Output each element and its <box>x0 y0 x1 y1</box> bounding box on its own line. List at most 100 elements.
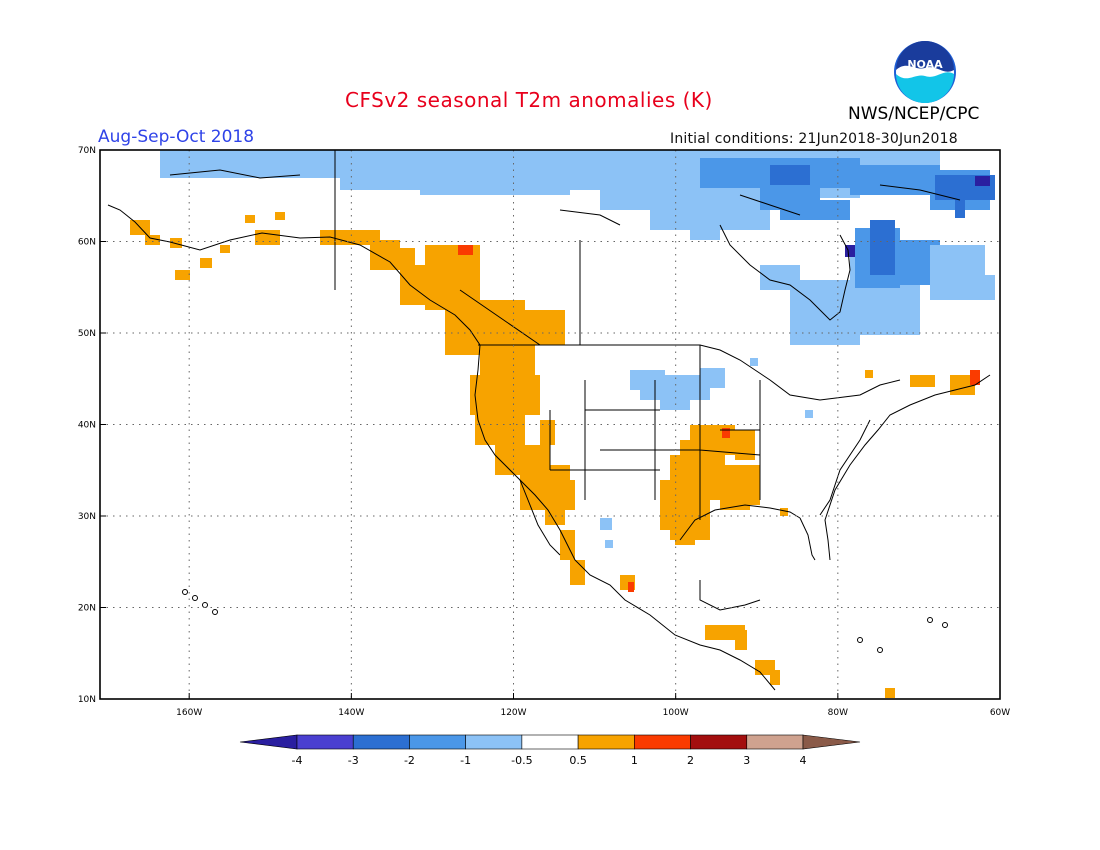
svg-text:NOAA: NOAA <box>907 58 943 71</box>
cool-anomaly-cell <box>960 275 995 300</box>
colorbar-label: 0.5 <box>569 754 587 767</box>
cool-anomaly-cell <box>975 176 990 186</box>
warm-anomaly-cell <box>425 245 480 310</box>
coastline-path <box>679 419 871 611</box>
island <box>877 647 883 653</box>
cool-anomaly-cell <box>750 358 758 366</box>
lat-tick-label: 40N <box>78 421 96 431</box>
warm-anomaly-cell <box>255 230 280 245</box>
warm-anomaly-cell <box>865 370 873 378</box>
warm-anomaly-cell <box>722 428 730 438</box>
colorbar-label: -1 <box>460 754 471 767</box>
colorbar-left-arrow <box>239 734 298 750</box>
coastline-path <box>107 204 776 691</box>
warm-anomaly-cell <box>735 630 747 650</box>
island <box>857 637 863 643</box>
cool-anomaly-cell <box>870 220 895 275</box>
anomaly-cells <box>130 150 995 698</box>
cool-anomaly-cell <box>660 395 690 410</box>
warm-anomaly-cell <box>885 688 895 698</box>
warm-anomaly-cell <box>780 508 788 516</box>
coastline-path <box>719 224 851 321</box>
coastline-path <box>824 374 991 561</box>
warm-anomaly-cell <box>480 340 535 380</box>
agency-label: NWS/NCEP/CPC <box>848 104 980 124</box>
lat-tick-label: 10N <box>78 695 96 705</box>
colorbar-label: 1 <box>631 754 638 767</box>
lat-tick-label: 70N <box>78 146 96 156</box>
warm-anomaly-cell <box>770 670 780 685</box>
cool-anomaly-cell <box>700 368 725 388</box>
warm-anomaly-cell <box>275 212 285 220</box>
warm-anomaly-cell <box>530 460 550 475</box>
coastlines <box>107 150 991 691</box>
warm-anomaly-cell <box>470 310 565 345</box>
warm-anomaly-cell <box>458 245 473 255</box>
cool-anomaly-cell <box>770 165 810 185</box>
cool-anomaly-cell <box>690 220 720 240</box>
colorbar-right-arrow <box>802 734 861 750</box>
warm-anomaly-cell <box>395 248 415 268</box>
coastline-path <box>478 344 901 401</box>
warm-anomaly-cell <box>470 375 540 415</box>
lat-tick-label: 20N <box>78 604 96 614</box>
colorbar-segment <box>521 734 579 750</box>
lon-tick-label: 100W <box>663 708 689 718</box>
lat-tick-label: 60N <box>78 238 96 248</box>
coastline-path <box>169 169 961 226</box>
season-label: Aug-Sep-Oct 2018 <box>98 127 255 147</box>
lat-tick-label: 50N <box>78 329 96 339</box>
colorbar-label: -3 <box>348 754 359 767</box>
colorbar-label: 3 <box>743 754 750 767</box>
warm-anomaly-cell <box>675 535 695 545</box>
cool-anomaly-cell <box>605 540 613 548</box>
latitude-ticks: 10N 20N 30N 40N 50N 60N 70N <box>78 146 106 705</box>
cool-anomaly-cell <box>850 165 940 195</box>
longitude-ticks: 160W 140W 120W 100W 80W 60W <box>176 693 1010 718</box>
island <box>942 622 948 628</box>
colorbar-segment <box>577 734 635 750</box>
colorbar-label: -4 <box>292 754 303 767</box>
colorbar-segment <box>352 734 410 750</box>
coastline-path <box>549 345 761 520</box>
warm-anomaly-cell <box>475 410 525 445</box>
initial-conditions-label: Initial conditions: 21Jun2018-30Jun2018 <box>670 131 958 147</box>
coastline-path <box>334 150 581 346</box>
colorbar-segment <box>634 734 691 750</box>
cool-anomaly-cell <box>955 200 965 218</box>
warm-anomaly-cell <box>970 370 980 385</box>
warm-anomaly-cell <box>200 258 212 268</box>
warm-anomaly-cell <box>735 430 755 460</box>
warm-anomaly-cell <box>910 375 935 387</box>
colorbar-segment <box>409 734 466 750</box>
lon-tick-label: 80W <box>828 708 848 718</box>
warm-anomaly-cell <box>245 215 255 223</box>
colorbar-label: -2 <box>404 754 415 767</box>
cool-anomaly-cell <box>790 280 860 345</box>
warm-anomaly-cell <box>220 245 230 253</box>
lon-tick-label: 60W <box>990 708 1010 718</box>
noaa-logo: NOAA <box>894 41 956 103</box>
cool-anomaly-cell <box>805 410 813 418</box>
island <box>182 589 188 595</box>
warm-anomaly-cell <box>145 235 160 245</box>
warm-anomaly-cell <box>745 490 755 505</box>
colorbar-label: 2 <box>687 754 694 767</box>
colorbar-label: 4 <box>800 754 807 767</box>
warm-anomaly-cell <box>170 238 182 248</box>
colorbar-label: -0.5 <box>511 754 532 767</box>
lon-tick-label: 160W <box>176 708 202 718</box>
island <box>192 595 198 601</box>
lat-tick-label: 30N <box>78 512 96 522</box>
colorbar-segment <box>690 734 748 750</box>
cool-anomaly-cell <box>845 245 855 257</box>
lon-tick-label: 140W <box>338 708 364 718</box>
chart-title: CFSv2 seasonal T2m anomalies (K) <box>345 88 713 112</box>
warm-anomaly-cell <box>175 270 190 280</box>
cool-anomaly-cell <box>420 175 570 195</box>
cool-anomaly-cell <box>600 518 612 530</box>
lon-tick-label: 120W <box>500 708 526 718</box>
colorbar-segment <box>465 734 523 750</box>
